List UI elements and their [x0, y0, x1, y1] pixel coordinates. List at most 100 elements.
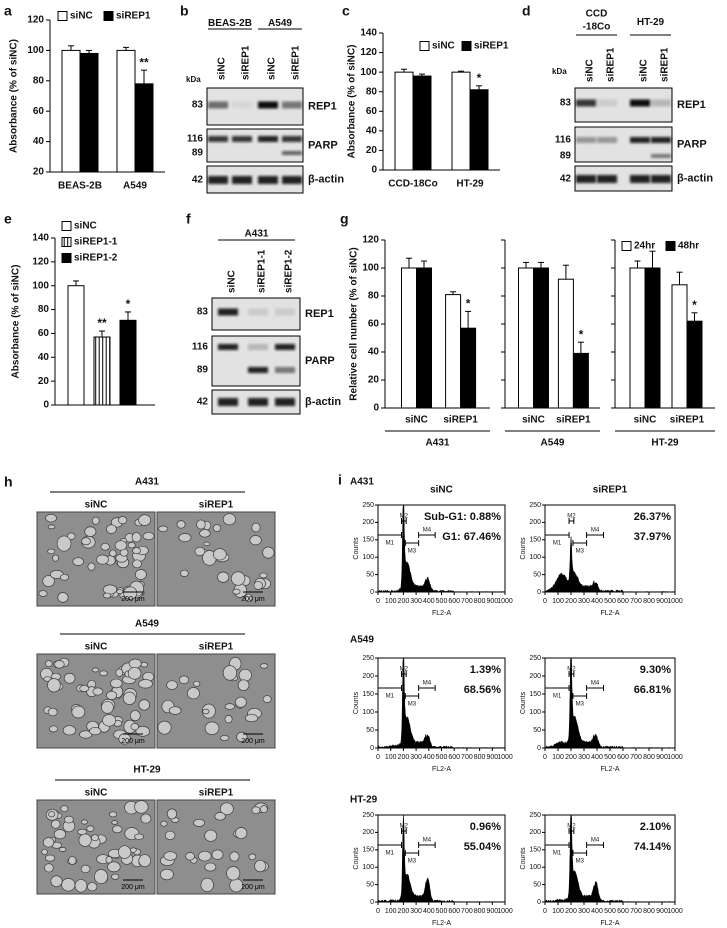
protein-label: β-actin: [308, 173, 344, 185]
x-tick-label: 600: [617, 908, 629, 915]
cell: [107, 861, 121, 873]
panel-letter: d: [522, 3, 531, 19]
group-title: HT-29: [651, 438, 679, 449]
cell: [222, 665, 238, 681]
gate-label: M3: [408, 549, 417, 555]
cell: [260, 663, 269, 669]
cell: [249, 535, 262, 546]
bar: [79, 52, 99, 173]
cell: [122, 691, 137, 705]
legend-label: 24hr: [634, 241, 655, 252]
x-tick-label: 400: [423, 908, 435, 915]
x-tick-label: A549: [123, 181, 147, 192]
x-tick-label: 800: [643, 598, 655, 605]
cell-line: HT-29: [133, 765, 161, 776]
cell: [68, 856, 77, 865]
cell: [86, 825, 95, 832]
cell: [224, 715, 233, 724]
y-tick-label: 250: [362, 502, 374, 509]
mw-marker: 89: [192, 148, 204, 159]
cell: [230, 571, 246, 586]
percentage: 37.97%: [634, 531, 672, 543]
significance: *: [579, 327, 584, 341]
mw-marker: 83: [197, 307, 209, 318]
y-tick-label: 140: [32, 233, 49, 244]
x-axis-label: FL2-A: [600, 766, 619, 773]
cell: [67, 532, 76, 541]
cell: [128, 658, 142, 669]
blot-band: [651, 175, 671, 183]
x-tick-label: 400: [591, 908, 603, 915]
x-tick-label: 500: [604, 754, 616, 761]
cell: [160, 868, 174, 881]
x-tick-label: BEAS-2B: [58, 181, 102, 192]
x-tick-label: siNC: [634, 415, 657, 426]
gate-label: M2: [567, 824, 576, 830]
x-tick-label: 100: [552, 598, 564, 605]
blot-band: [630, 137, 650, 143]
y-tick-label: 0: [370, 745, 374, 752]
bar: [61, 49, 81, 173]
blot-band: [275, 367, 295, 373]
mw-marker: 89: [197, 365, 209, 376]
histogram-shape: [377, 814, 506, 903]
condition: siNC: [85, 788, 108, 799]
y-tick-label: 60: [33, 106, 45, 117]
cell: [224, 703, 235, 710]
cell: [194, 546, 206, 556]
bar: [451, 71, 471, 171]
protein-label: PARP: [308, 139, 338, 151]
y-tick-label: 100: [27, 45, 44, 56]
scale-label: 200 μm: [241, 596, 265, 603]
x-tick-label: 800: [474, 754, 486, 761]
bar: [644, 267, 661, 409]
lane-label: siREP1: [291, 45, 302, 80]
protein-label: β-actin: [677, 172, 713, 184]
x-tick-label: 0: [376, 754, 380, 761]
blot-band: [576, 137, 596, 143]
x-axis-label: FL2-A: [432, 610, 451, 617]
percentage: 26.37%: [634, 511, 672, 523]
cell: [168, 706, 182, 715]
mw-marker: 42: [560, 174, 572, 185]
x-tick-label: 200: [565, 754, 577, 761]
cell: [78, 833, 92, 847]
legend-swatch: [61, 253, 72, 263]
group-name: HT-29: [637, 17, 665, 28]
cell: [245, 713, 259, 723]
cell: [187, 687, 200, 700]
x-tick-label: 0: [376, 598, 380, 605]
y-tick-label: 120: [27, 15, 44, 26]
cell: [253, 580, 263, 590]
cell: [138, 679, 153, 689]
y-axis-label: Counts: [353, 537, 360, 560]
y-tick-label: 200: [362, 673, 374, 680]
y-tick-label: 0: [537, 899, 541, 906]
y-tick-label: 0: [537, 745, 541, 752]
y-tick-label: 60: [366, 106, 378, 117]
y-tick-label: 0: [371, 165, 377, 176]
cell: [163, 851, 178, 861]
gate-label: M2: [400, 667, 409, 673]
x-axis-label: FL2-A: [600, 610, 619, 617]
cell: [57, 592, 69, 603]
legend-label: siREP1-2: [74, 253, 118, 264]
cell: [106, 690, 118, 700]
cell: [47, 678, 61, 693]
cell: [204, 862, 217, 872]
x-tick-label: 900: [486, 598, 498, 605]
mw-marker: 116: [187, 134, 204, 145]
significance: **: [139, 55, 149, 69]
cell: [59, 573, 70, 581]
x-tick-label: 700: [461, 598, 473, 605]
cell: [64, 815, 74, 824]
gate-label: M1: [553, 541, 562, 547]
mw-marker: 89: [560, 151, 572, 162]
blot-band: [248, 367, 268, 373]
cell: [115, 668, 124, 677]
y-tick-label: 200: [362, 519, 374, 526]
gate-label: M4: [591, 528, 600, 534]
x-tick-label: 400: [591, 598, 603, 605]
